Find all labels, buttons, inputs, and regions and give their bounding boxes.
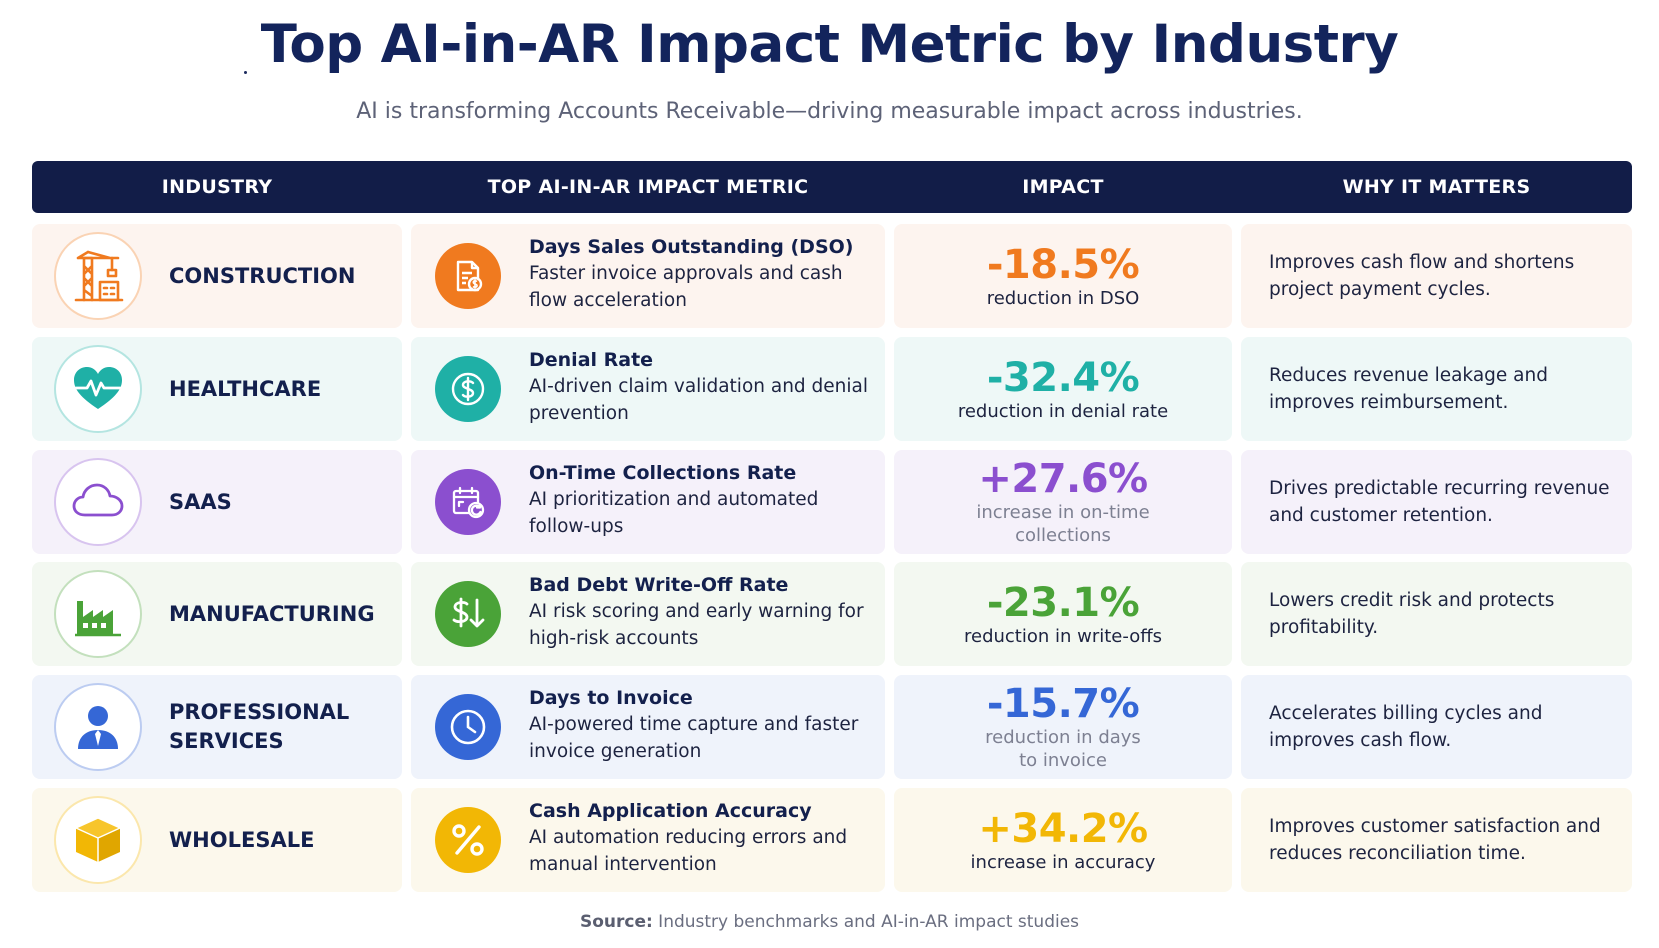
impact-value: -18.5% xyxy=(986,241,1140,288)
heartbeat-icon xyxy=(54,345,142,433)
column-header-metric: TOP AI-IN-AR IMPACT METRIC xyxy=(487,176,809,198)
metric-cell: Cash Application Accuracy AI automation … xyxy=(411,788,885,892)
table-row: HEALTHCARE Denial Rate AI-driven claim v… xyxy=(32,337,1632,441)
table-row: PROFESSIONAL SERVICES Days to Invoice AI… xyxy=(32,675,1632,779)
metric-description: AI automation reducing errors and manual… xyxy=(529,827,848,875)
metric-cell: Denial Rate AI-driven claim validation a… xyxy=(411,337,885,441)
decorative-dot xyxy=(244,71,247,74)
table-row: WHOLESALE Cash Application Accuracy AI a… xyxy=(32,788,1632,892)
industry-name: MANUFACTURING xyxy=(169,601,375,626)
why-cell: Lowers credit risk and protects profitab… xyxy=(1241,562,1632,666)
person-icon xyxy=(54,683,142,771)
why-cell: Drives predictable recurring revenue and… xyxy=(1241,450,1632,554)
why-it-matters-text: Drives predictable recurring revenue and… xyxy=(1269,478,1610,526)
why-it-matters-text: Improves cash flow and shortens project … xyxy=(1269,252,1575,300)
table-row: MANUFACTURING Bad Debt Write-Off Rate AI… xyxy=(32,562,1632,666)
impact-value: -32.4% xyxy=(986,354,1140,401)
why-cell: Improves customer satisfaction and reduc… xyxy=(1241,788,1632,892)
industry-cell: MANUFACTURING xyxy=(32,562,402,666)
why-it-matters-text: Reduces revenue leakage and improves rei… xyxy=(1269,365,1548,413)
impact-cell: -15.7% reduction in days to invoice xyxy=(894,675,1232,779)
why-it-matters-text: Lowers credit risk and protects profitab… xyxy=(1269,590,1555,638)
metric-description: AI risk scoring and early warning for hi… xyxy=(529,601,864,649)
metric-cell: On-Time Collections Rate AI prioritizati… xyxy=(411,450,885,554)
source-label: Source: xyxy=(579,912,653,932)
metric-title: Days Sales Outstanding (DSO) xyxy=(529,236,854,258)
table-row: CONSTRUCTION Days Sales Outstanding (DSO… xyxy=(32,224,1632,328)
industry-name: SAAS xyxy=(169,489,232,514)
metric-title: Bad Debt Write-Off Rate xyxy=(529,574,789,596)
industry-cell: WHOLESALE xyxy=(32,788,402,892)
factory-icon xyxy=(54,570,142,658)
industry-cell: CONSTRUCTION xyxy=(32,224,402,328)
page-title: Top AI-in-AR Impact Metric by Industry xyxy=(260,14,1399,75)
why-cell: Reduces revenue leakage and improves rei… xyxy=(1241,337,1632,441)
metric-description: Faster invoice approvals and cash flow a… xyxy=(529,263,843,311)
industry-name: PROFESSIONAL SERVICES xyxy=(169,700,350,753)
why-cell: Improves cash flow and shortens project … xyxy=(1241,224,1632,328)
dollar-coin-icon xyxy=(435,356,501,422)
metric-cell: Bad Debt Write-Off Rate AI risk scoring … xyxy=(411,562,885,666)
cloud-icon xyxy=(54,458,142,546)
industry-cell: PROFESSIONAL SERVICES xyxy=(32,675,402,779)
metric-description: AI-driven claim validation and denial pr… xyxy=(529,376,869,424)
clock-icon xyxy=(435,694,501,760)
industry-cell: SAAS xyxy=(32,450,402,554)
impact-value: -23.1% xyxy=(986,579,1140,626)
metric-description: AI-powered time capture and faster invoi… xyxy=(529,714,859,762)
impact-label: reduction in days to invoice xyxy=(985,727,1141,771)
column-header-impact: IMPACT xyxy=(1022,176,1104,198)
metric-title: Days to Invoice xyxy=(529,687,693,709)
source-text: Industry benchmarks and AI-in-AR impact … xyxy=(652,912,1080,932)
table-header: INDUSTRY TOP AI-IN-AR IMPACT METRIC IMPA… xyxy=(32,161,1632,213)
impact-label: increase in accuracy xyxy=(970,851,1156,873)
percent-icon xyxy=(435,807,501,873)
metric-title: Denial Rate xyxy=(529,349,654,371)
source-note: Source: Industry benchmarks and AI-in-AR… xyxy=(0,912,1659,932)
impact-label: increase in on-time collections xyxy=(976,502,1150,546)
impact-label: reduction in write-offs xyxy=(963,625,1163,647)
crane-icon xyxy=(54,232,142,320)
impact-value: -15.7% xyxy=(986,681,1140,727)
calendar-refresh-icon xyxy=(435,469,501,535)
impact-cell: +34.2% increase in accuracy xyxy=(894,788,1232,892)
industry-name: WHOLESALE xyxy=(169,827,315,852)
industry-cell: HEALTHCARE xyxy=(32,337,402,441)
industry-name: HEALTHCARE xyxy=(169,376,322,401)
impact-cell: +27.6% increase in on-time collections xyxy=(894,450,1232,554)
metric-cell: Days to Invoice AI-powered time capture … xyxy=(411,675,885,779)
why-it-matters-text: Accelerates billing cycles and improves … xyxy=(1269,703,1543,751)
column-header-why: WHY IT MATTERS xyxy=(1342,176,1531,198)
impact-value: +27.6% xyxy=(978,456,1148,502)
metric-cell: Days Sales Outstanding (DSO) Faster invo… xyxy=(411,224,885,328)
impact-cell: -23.1% reduction in write-offs xyxy=(894,562,1232,666)
page-subtitle: AI is transforming Accounts Receivable—d… xyxy=(356,99,1303,124)
industry-name: CONSTRUCTION xyxy=(169,263,356,288)
column-header-industry: INDUSTRY xyxy=(161,176,273,198)
metric-title: Cash Application Accuracy xyxy=(529,800,812,822)
impact-cell: -18.5% reduction in DSO xyxy=(894,224,1232,328)
impact-label: reduction in denial rate xyxy=(957,400,1169,422)
impact-cell: -32.4% reduction in denial rate xyxy=(894,337,1232,441)
why-it-matters-text: Improves customer satisfaction and reduc… xyxy=(1269,816,1601,864)
metric-title: On-Time Collections Rate xyxy=(529,462,797,484)
why-cell: Accelerates billing cycles and improves … xyxy=(1241,675,1632,779)
dollar-down-icon xyxy=(435,581,501,647)
impact-value: +34.2% xyxy=(978,805,1148,852)
table-row: SAAS On-Time Collections Rate AI priorit… xyxy=(32,450,1632,554)
metric-description: AI prioritization and automated follow-u… xyxy=(529,489,819,537)
box-icon xyxy=(54,796,142,884)
impact-label: reduction in DSO xyxy=(986,287,1140,309)
invoice-dollar-icon xyxy=(435,243,501,309)
